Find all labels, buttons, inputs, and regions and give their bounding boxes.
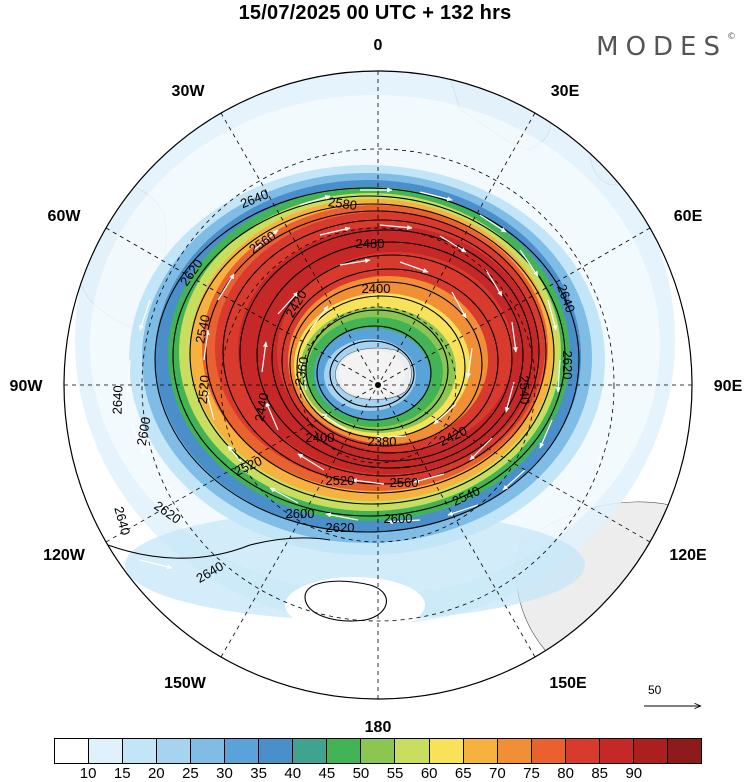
- map-disc: [64, 71, 692, 699]
- contour-label: 2440: [252, 392, 272, 423]
- colorbar-tick-label: 65: [454, 765, 472, 782]
- contour-label: 2520: [195, 375, 212, 405]
- colorbar-swatch: [429, 739, 464, 763]
- colorbar-tick-label: 45: [318, 765, 336, 782]
- colorbar-tick-label: 30: [216, 765, 233, 782]
- contour-label: 2640: [110, 385, 126, 414]
- colorbar-tick-label: 10: [79, 765, 97, 782]
- brand-mark: ©: [727, 32, 736, 42]
- lon-label-0: 0: [374, 37, 383, 54]
- antarctica-land: [335, 347, 412, 400]
- map-boundary: [63, 70, 693, 700]
- lon-label-150e: 150E: [549, 675, 587, 692]
- lon-label-150w: 150W: [164, 675, 207, 692]
- colorbar-tick-label: 60: [420, 765, 438, 782]
- colorbar-swatch: [327, 739, 362, 763]
- colorbar-tick-label: 75: [523, 765, 540, 782]
- contour-label: 2640: [111, 505, 133, 537]
- lon-label-120e: 120E: [669, 547, 707, 564]
- colorbar-swatch: [225, 739, 260, 763]
- colorbar-swatch: [497, 739, 532, 763]
- colorbar-tick-label: 70: [489, 765, 506, 782]
- contour-label: 2540: [192, 313, 213, 344]
- colorbar-swatch: [89, 739, 124, 763]
- colorbar-tick-label: 85: [591, 765, 609, 782]
- colorbar-swatch: [55, 739, 90, 763]
- colorbar-swatch: [293, 739, 328, 763]
- contour-label: 2600: [286, 506, 315, 521]
- contour-label: 2540: [516, 375, 532, 404]
- contour-label: 2360: [292, 356, 312, 387]
- colorbar-tick-label: 40: [284, 765, 302, 782]
- colorbar-swatch: [633, 739, 668, 763]
- colorbar-swatch: [123, 739, 158, 763]
- contour-label: 2520: [326, 473, 355, 488]
- colorbar-tick-label: 90: [625, 765, 643, 782]
- contour-label: 2380: [368, 434, 397, 449]
- colorbar-swatch: [667, 739, 701, 763]
- colorbar-swatch: [191, 739, 226, 763]
- contour-label: 2620: [560, 351, 575, 380]
- lon-label-180: 180: [365, 719, 392, 736]
- reference-vector-arrow: [644, 698, 708, 714]
- contour-label: 2620: [326, 520, 355, 535]
- brand-text: MODES: [596, 32, 727, 62]
- wind-vectors: [125, 187, 611, 570]
- colorbar-swatch: [599, 739, 634, 763]
- colorbar-swatch: [463, 739, 498, 763]
- colorbar-tick-label: 80: [557, 765, 574, 782]
- colorbar-swatch: [157, 739, 192, 763]
- contour-label: 2400: [306, 430, 335, 445]
- lon-label-60e: 60E: [674, 208, 703, 225]
- contour-label: 2480: [356, 236, 385, 251]
- lon-label-30e: 30E: [551, 83, 580, 100]
- colorbar-tick-label: 25: [182, 765, 199, 782]
- modes-logo: MODES©: [596, 32, 736, 62]
- colorbar-swatch: [531, 739, 566, 763]
- colorbar-swatch: [361, 739, 396, 763]
- lon-label-90w: 90W: [10, 378, 44, 395]
- contour-label: 2560: [390, 475, 419, 490]
- colorbar-tick-label: 55: [386, 765, 404, 782]
- reference-vector-label: 50: [648, 683, 662, 697]
- lon-label-120w: 120W: [43, 547, 86, 564]
- colorbar-swatch: [565, 739, 600, 763]
- colorbar: [54, 738, 702, 764]
- lon-label-60w: 60W: [48, 208, 82, 225]
- colorbar-tick-label: 35: [250, 765, 267, 782]
- contour-label: 2600: [384, 511, 413, 526]
- contour-label: 2580: [327, 194, 358, 213]
- lon-label-90e: 90E: [714, 378, 743, 395]
- lon-label-30w: 30W: [172, 83, 206, 100]
- map-title: 15/07/2025 00 UTC + 132 hrs: [238, 2, 512, 24]
- colorbar-tick-label: 50: [352, 765, 370, 782]
- contour-label: 2600: [134, 416, 154, 447]
- colorbar-swatch: [259, 739, 294, 763]
- colorbar-tick-label: 15: [113, 765, 131, 782]
- contour-label: 2400: [362, 281, 391, 296]
- colorbar-tick-label: 20: [147, 765, 165, 782]
- colorbar-swatch: [395, 739, 430, 763]
